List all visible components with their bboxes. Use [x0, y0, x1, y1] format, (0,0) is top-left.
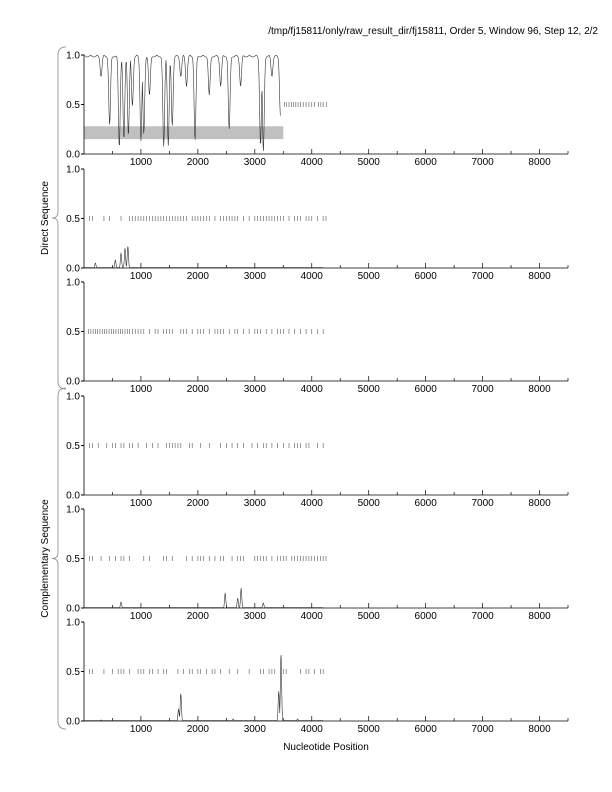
panel-frame-1: 0.0 0.5 1.0 1000 2000 3000 4000 5000 6000 7000 800… [66, 51, 569, 168]
coding-potential-line [84, 588, 324, 609]
x-tick-label: 7000 [471, 384, 494, 395]
y-tick-label: 0.5 [66, 100, 80, 111]
y-tick-label: 1.0 [66, 165, 80, 176]
y-tick-label: 0.0 [66, 717, 80, 728]
x-tick-label: 7000 [471, 271, 494, 282]
group-label: Direct Sequence [40, 181, 51, 255]
x-tick-label: 3000 [244, 271, 267, 282]
y-tick-label: 0.0 [66, 491, 80, 502]
y-tick-label: 0.0 [66, 264, 80, 275]
x-tick-label: 2000 [187, 271, 210, 282]
x-tick-label: 1000 [130, 157, 153, 168]
y-tick-label: 1.0 [66, 278, 80, 289]
x-tick-label: 3000 [244, 498, 267, 509]
y-tick-label: 0.5 [66, 554, 80, 565]
group-label: Complementary Sequence [40, 499, 51, 618]
x-tick-label: 6000 [415, 271, 438, 282]
panel-frame-4: 0.0 0.5 1.0 1000 2000 3000 4000 5000 6000 7000 800… [66, 392, 569, 509]
y-tick-label: 0.5 [66, 441, 80, 452]
x-tick-label: 8000 [528, 611, 551, 622]
x-tick-label: 2000 [187, 724, 210, 735]
x-tick-label: 5000 [358, 384, 381, 395]
x-tick-label: 4000 [301, 611, 324, 622]
x-tick-label: 3000 [244, 157, 267, 168]
panel-frame-5: 0.0 0.5 1.0 1000 2000 3000 4000 5000 6000 7000 800… [66, 505, 569, 622]
x-tick-label: 1000 [130, 498, 153, 509]
x-axis-label: Nucleotide Position [283, 742, 369, 753]
x-tick-label: 6000 [415, 611, 438, 622]
x-tick-label: 6000 [415, 498, 438, 509]
x-tick-label: 7000 [471, 611, 494, 622]
x-tick-label: 8000 [528, 498, 551, 509]
y-tick-label: 0.5 [66, 667, 80, 678]
x-tick-label: 2000 [187, 611, 210, 622]
x-tick-label: 3000 [244, 611, 267, 622]
x-tick-label: 1000 [130, 611, 153, 622]
y-tick-label: 0.0 [66, 377, 80, 388]
x-tick-label: 1000 [130, 271, 153, 282]
x-tick-label: 5000 [358, 498, 381, 509]
x-tick-label: 4000 [301, 384, 324, 395]
x-tick-label: 8000 [528, 271, 551, 282]
y-tick-label: 0.0 [66, 150, 80, 161]
y-tick-label: 1.0 [66, 392, 80, 403]
x-tick-label: 3000 [244, 384, 267, 395]
y-tick-label: 0.0 [66, 604, 80, 615]
x-tick-label: 7000 [471, 498, 494, 509]
x-tick-label: 5000 [358, 724, 381, 735]
coding-potential-line [84, 654, 324, 721]
x-tick-label: 1000 [130, 724, 153, 735]
x-tick-label: 8000 [528, 157, 551, 168]
x-tick-label: 4000 [301, 498, 324, 509]
y-tick-label: 1.0 [66, 618, 80, 629]
x-tick-label: 5000 [358, 271, 381, 282]
x-tick-label: 5000 [358, 611, 381, 622]
x-tick-label: 7000 [471, 724, 494, 735]
panel-frame-6: 0.0 0.5 1.0 1000 2000 3000 4000 5000 6000 7000 800… [66, 618, 569, 735]
group-brace [51, 46, 67, 390]
y-tick-label: 0.5 [66, 214, 80, 225]
x-tick-label: 2000 [187, 157, 210, 168]
x-tick-label: 6000 [415, 157, 438, 168]
panel-frame-2: 0.0 0.5 1.0 1000 2000 3000 4000 5000 6000 7000 800… [66, 165, 569, 282]
x-tick-label: 8000 [528, 384, 551, 395]
x-tick-label: 4000 [301, 271, 324, 282]
coding-potential-line [83, 54, 281, 151]
x-tick-label: 7000 [471, 157, 494, 168]
x-tick-label: 6000 [415, 384, 438, 395]
x-tick-label: 4000 [301, 157, 324, 168]
coding-potential-line [84, 246, 324, 268]
x-tick-label: 4000 [301, 724, 324, 735]
x-tick-label: 3000 [244, 724, 267, 735]
x-tick-label: 2000 [187, 498, 210, 509]
x-tick-label: 5000 [358, 157, 381, 168]
y-tick-label: 1.0 [66, 505, 80, 516]
highlight-band [84, 126, 284, 140]
x-tick-label: 6000 [415, 724, 438, 735]
x-tick-label: 8000 [528, 724, 551, 735]
y-tick-label: 0.5 [66, 327, 80, 338]
panel-frame-3: 0.0 0.5 1.0 1000 2000 3000 4000 5000 6000 7000 800… [66, 278, 569, 395]
x-tick-label: 1000 [130, 384, 153, 395]
group-brace [51, 387, 67, 730]
chart-title: /tmp/fj15811/only/raw_result_dir/fj15811… [268, 26, 598, 37]
x-tick-label: 2000 [187, 384, 210, 395]
y-tick-label: 1.0 [66, 51, 80, 62]
